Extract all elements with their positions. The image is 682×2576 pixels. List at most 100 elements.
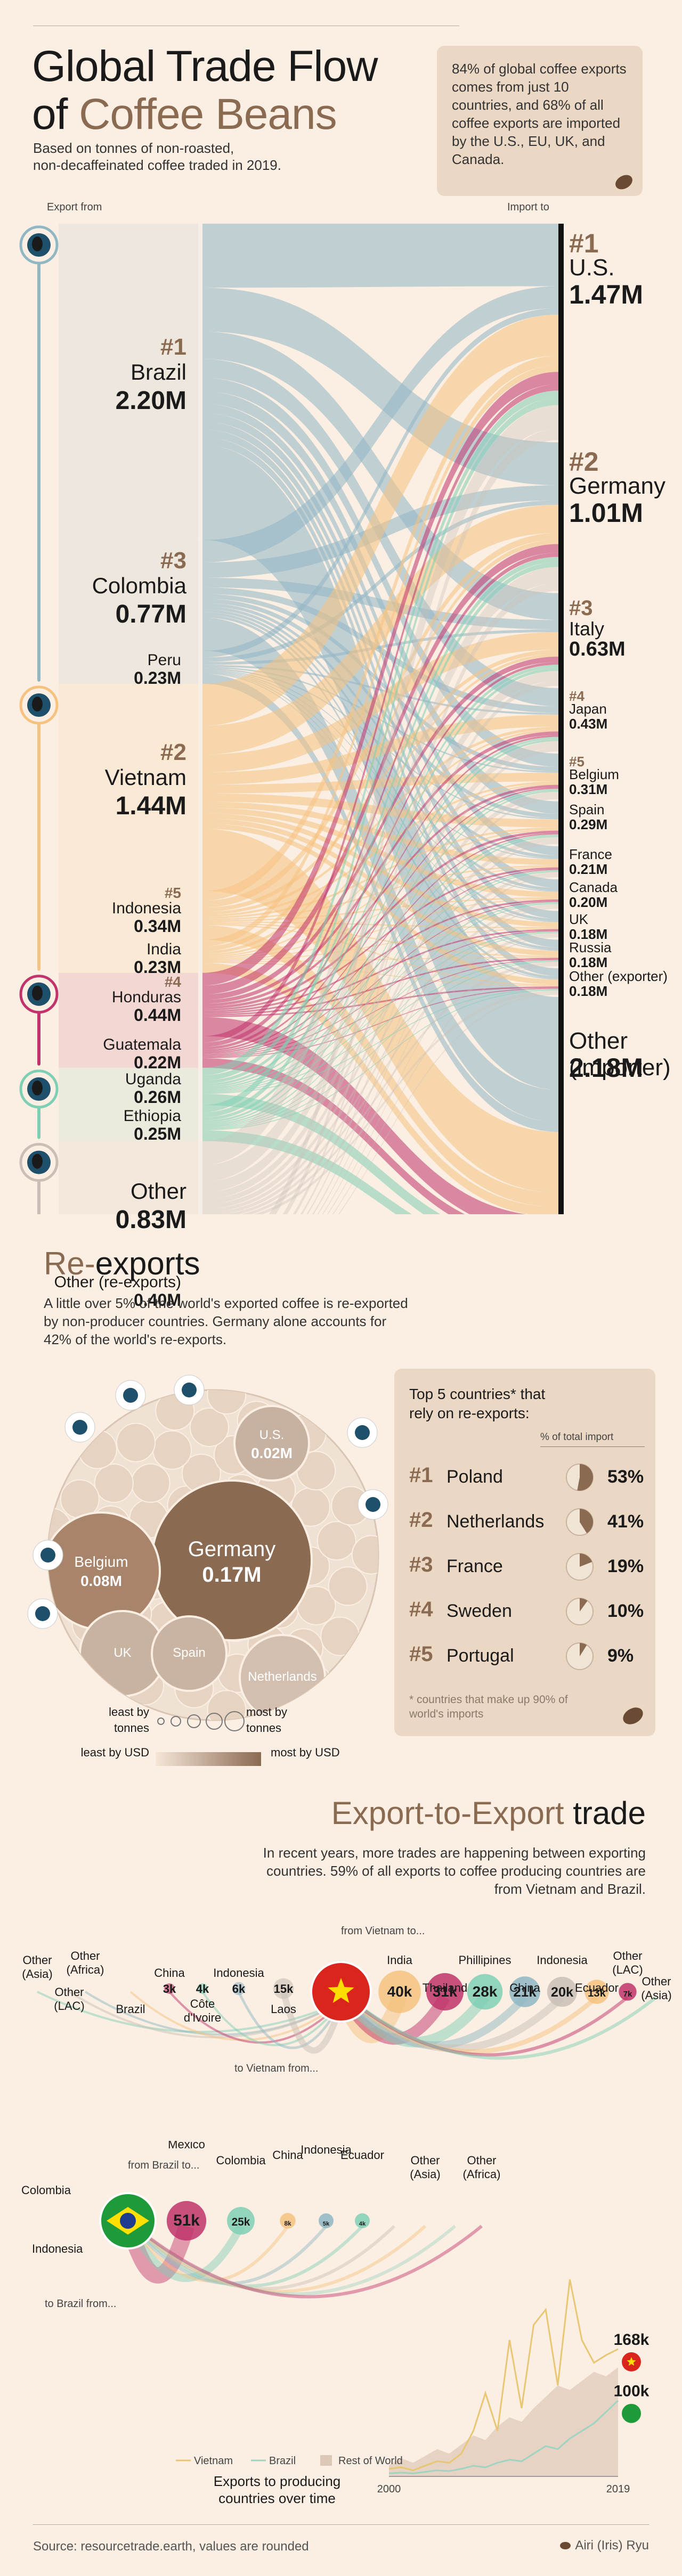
sankey-flow — [202, 632, 558, 773]
trade-value: 31k — [433, 1983, 458, 2000]
sankey-flow — [202, 960, 558, 1093]
sankey-flow — [202, 904, 558, 1214]
trade-country-label: China — [509, 1981, 540, 1994]
sankey-flow — [202, 729, 558, 956]
sankey-flow — [202, 557, 558, 1081]
exporter-bar — [198, 224, 202, 539]
trade-arc — [124, 2219, 245, 2282]
trade-value: 40k — [387, 1983, 412, 2000]
table-row-name: Sweden — [446, 1601, 512, 1621]
trade-country-line: Indonesia — [537, 1953, 588, 1967]
table-row-name: France — [446, 1556, 503, 1576]
exporter-value: 0.34M — [134, 916, 181, 936]
exporter-value: 0.22M — [134, 1053, 181, 1073]
flag-globe-icon — [120, 2213, 136, 2229]
sankey-flow — [202, 781, 558, 917]
size-legend-circle — [187, 1714, 201, 1728]
sankey-flow — [202, 398, 558, 1113]
importer-name: Canada — [569, 879, 618, 896]
trade-value: 15k — [274, 1982, 294, 1996]
trade-bubble — [197, 1983, 208, 1994]
sankey-flow — [202, 670, 558, 1192]
voronoi-cell-spain — [151, 1615, 228, 1692]
importer-name: U.S. — [569, 255, 615, 281]
exporter-bar — [198, 1141, 202, 1214]
trade-value: 7k — [623, 1990, 632, 1999]
exporter-name: Ethiopia — [123, 1107, 181, 1125]
trade-bubble — [619, 1983, 637, 2001]
voronoi-cell — [328, 1566, 368, 1606]
trade-country-line: Brazil — [116, 2002, 145, 2016]
size-legend-circle — [157, 1718, 165, 1725]
trade-country-line: Other — [70, 1949, 100, 1962]
brazil-line — [388, 2400, 619, 2474]
importer-value: 0.18M — [569, 926, 608, 942]
country-globe-icon — [40, 1548, 55, 1563]
trade-bubble — [319, 2213, 334, 2228]
trade-bubble — [547, 1976, 578, 2007]
sankey-flow — [202, 872, 558, 1213]
trade-country-line: Colombia — [216, 2154, 266, 2167]
sankey-flow — [202, 668, 558, 1121]
asia-continent-icon — [32, 697, 43, 712]
sankey-flow — [202, 308, 558, 658]
trade-bubble — [584, 1980, 609, 2004]
trade-country-label: Indonesia — [32, 2242, 83, 2255]
trade-value: 20k — [551, 1985, 574, 2000]
sankey-flow — [202, 429, 558, 947]
sankey-flow — [202, 1058, 465, 1214]
trade-country-line: Other — [410, 2154, 440, 2167]
sankey-flow — [202, 714, 558, 785]
country-globe-icon — [182, 1383, 197, 1397]
sankey-flow — [202, 665, 558, 1084]
sankey-flow — [202, 789, 558, 1088]
importer-value: 0.18M — [569, 983, 608, 1000]
e2e-title: Export-to-Export trade — [331, 1795, 646, 1831]
sankey-flow — [202, 1130, 412, 1214]
trade-bubble — [509, 1976, 540, 2007]
sankey-chart — [19, 224, 564, 1214]
sankey-flow — [202, 867, 558, 1011]
sankey-flow — [202, 787, 558, 1053]
importer-rank: #2 — [569, 447, 599, 477]
sankey-flow — [202, 836, 558, 1126]
brazil-flag-icon — [622, 2403, 641, 2423]
sankey-flow — [202, 928, 558, 962]
trade-value: 21k — [513, 1984, 537, 2000]
export-from-header: Export from — [47, 201, 102, 213]
sankey-flow — [202, 932, 558, 1129]
color-legend-left: least by USD — [80, 1746, 149, 1759]
sankey-flow — [202, 665, 558, 715]
trade-value: 5k — [323, 2221, 330, 2227]
sankey-flow — [202, 793, 558, 828]
exporter-band — [59, 684, 198, 891]
importer-rank: #3 — [569, 596, 593, 620]
sankey-flow — [202, 834, 558, 1089]
trade-country-line: Ecuador — [340, 2148, 384, 2162]
sankey-flow — [202, 355, 558, 901]
table-row-rank: #3 — [409, 1553, 433, 1576]
trade-value: 25k — [232, 2216, 250, 2228]
voronoi-label: Belgium — [74, 1553, 128, 1570]
color-legend-right: most by USD — [271, 1746, 340, 1759]
exporter-bar — [198, 650, 202, 683]
trade-country-line: d'Ivoire — [184, 2011, 221, 2024]
exporter-bar — [198, 540, 202, 650]
title-line-2: of Coffee Beans — [32, 90, 337, 138]
exporter-name: Indonesia — [111, 899, 181, 917]
sankey-flow — [202, 1017, 526, 1214]
south-america-continent-icon — [32, 236, 43, 251]
trade-country-line: (LAC) — [54, 1999, 84, 2013]
exporter-band — [59, 1105, 198, 1141]
title-line-1: Global Trade Flow — [32, 42, 378, 91]
page-title: Global Trade Flow of Coffee Beans — [32, 42, 378, 138]
sankey-flow — [202, 901, 558, 1056]
importer-value: 0.63M — [569, 637, 626, 660]
table-row-value: 10% — [607, 1601, 644, 1621]
trade-country-label: Mexico — [168, 2141, 205, 2151]
sankey-flow — [202, 552, 558, 1047]
region-bracket — [37, 686, 40, 971]
sankey-flow — [202, 958, 558, 1016]
trade-country-label: Other (LAC) — [612, 1949, 643, 1976]
trade-country-line: Mexico — [168, 2141, 205, 2151]
